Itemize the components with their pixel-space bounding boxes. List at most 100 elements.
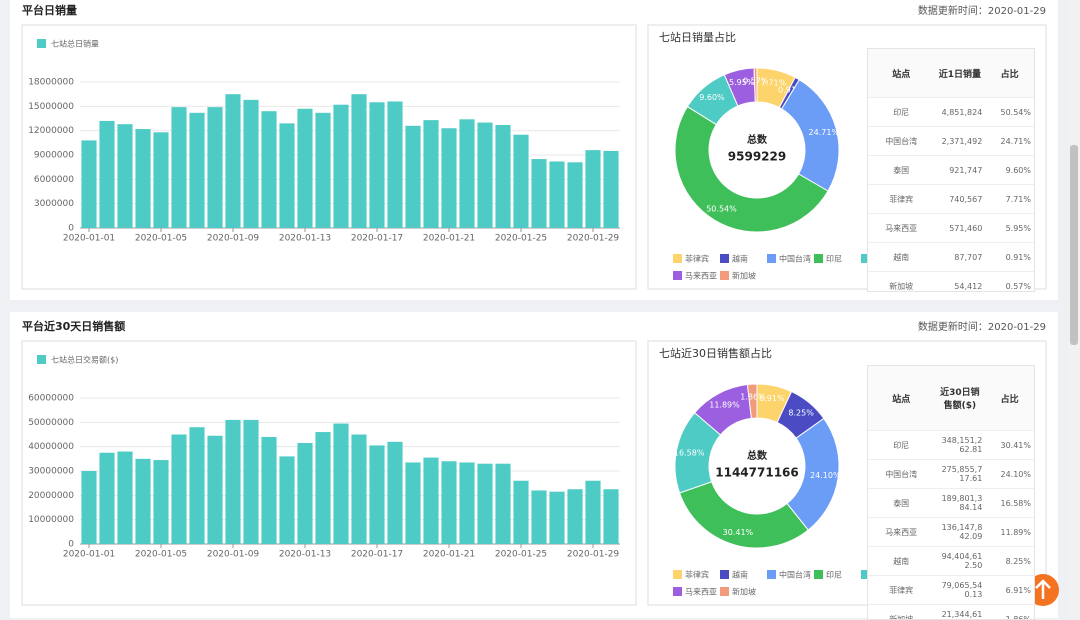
bar <box>513 135 528 228</box>
bar <box>585 150 600 228</box>
bar <box>297 109 312 228</box>
legend-label: 马来西亚 <box>685 272 717 281</box>
x-tick-label: 2020-01-25 <box>495 550 547 560</box>
table-cell: 94,404,612.50 <box>934 547 985 576</box>
bar <box>603 489 618 544</box>
bar <box>261 437 276 544</box>
slice-label: 50.54% <box>706 205 737 214</box>
table-cell: 54,412 <box>934 272 985 293</box>
column-header[interactable]: 近1日销量 <box>934 49 985 98</box>
table-cell: 马来西亚 <box>868 518 934 547</box>
bar <box>153 460 168 544</box>
y-tick-label: 12000000 <box>28 126 74 136</box>
x-tick-label: 2020-01-21 <box>423 550 475 560</box>
bar <box>567 489 582 544</box>
table-cell: 50.54% <box>985 98 1034 127</box>
bar <box>207 107 222 228</box>
center-label: 总数 <box>747 133 768 146</box>
column-header[interactable]: 占比 <box>985 366 1034 431</box>
table-cell: 24.71% <box>985 127 1034 156</box>
update-time: 数据更新时间：2020-01-29 <box>918 320 1046 333</box>
column-header[interactable]: 站点 <box>868 366 934 431</box>
column-header[interactable]: 站点 <box>868 49 934 98</box>
x-tick-label: 2020-01-25 <box>495 234 547 244</box>
bar <box>351 94 366 228</box>
legend-label: 马来西亚 <box>685 588 717 597</box>
legend-swatch <box>673 254 682 263</box>
bar <box>225 420 240 544</box>
bar <box>459 119 474 228</box>
bar <box>333 105 348 228</box>
legend-label: 新加坡 <box>732 271 756 281</box>
table-cell: 7.71% <box>985 185 1034 214</box>
y-tick-label: 18000000 <box>28 78 74 88</box>
y-tick-label: 30000000 <box>28 467 74 477</box>
scroll-thumb[interactable] <box>1070 145 1078 345</box>
table-cell: 11.89% <box>985 518 1034 547</box>
pie-title: 七站近30日销售额占比 <box>659 346 772 360</box>
bar <box>423 120 438 228</box>
legend-label: 印尼 <box>826 255 842 264</box>
legend-label: 菲律宾 <box>685 254 709 264</box>
table-cell: 921,747 <box>934 156 985 185</box>
y-tick-label: 15000000 <box>28 102 74 112</box>
x-tick-label: 2020-01-29 <box>567 550 620 560</box>
table-cell: 5.95% <box>985 214 1034 243</box>
table-cell: 马来西亚 <box>868 214 934 243</box>
bar <box>477 123 492 228</box>
legend-label: 越南 <box>732 570 748 580</box>
table-cell: 571,460 <box>934 214 985 243</box>
section-title: 平台日销量 <box>22 3 77 17</box>
legend-swatch <box>673 587 682 596</box>
table-cell: 2,371,492 <box>934 127 985 156</box>
legend-swatch <box>720 587 729 596</box>
table-cell: 越南 <box>868 243 934 272</box>
legend-label: 七站总日交易额($) <box>51 355 118 365</box>
table-cell: 79,065,540.13 <box>934 576 985 605</box>
bar <box>81 471 96 544</box>
bar <box>459 462 474 544</box>
y-tick-label: 9000000 <box>34 151 74 161</box>
slice-label: 24.71% <box>809 128 840 137</box>
x-tick-label: 2020-01-01 <box>63 550 115 560</box>
x-tick-label: 2020-01-13 <box>279 234 331 244</box>
legend-swatch <box>673 570 682 579</box>
table-cell: 菲律宾 <box>868 185 934 214</box>
bar <box>297 443 312 544</box>
bar <box>171 435 186 545</box>
legend-swatch <box>767 254 776 263</box>
x-tick-label: 2020-01-05 <box>135 550 187 560</box>
bar <box>315 432 330 544</box>
bar <box>243 420 258 544</box>
bar <box>405 126 420 228</box>
x-tick-label: 2020-01-13 <box>279 550 331 560</box>
legend-swatch <box>673 271 682 280</box>
table-cell: 8.25% <box>985 547 1034 576</box>
slice-label: 9.60% <box>699 93 725 102</box>
column-header[interactable]: 占比 <box>985 49 1034 98</box>
bar <box>495 464 510 544</box>
column-header[interactable]: 近30日销售额($) <box>934 366 985 431</box>
table-cell: 348,151,262.81 <box>934 431 985 460</box>
legend-swatch <box>37 355 46 364</box>
table-cell: 印尼 <box>868 98 934 127</box>
bar <box>135 459 150 544</box>
bar <box>441 128 456 228</box>
slice-label: 8.25% <box>788 408 814 417</box>
table-cell: 9.60% <box>985 156 1034 185</box>
legend-label: 中国台湾 <box>779 570 811 580</box>
table-cell: 印尼 <box>868 431 934 460</box>
bar <box>531 490 546 544</box>
bar <box>531 159 546 228</box>
slice-label: 24.10% <box>810 471 841 480</box>
center-value: 9599229 <box>728 150 786 164</box>
y-tick-label: 0 <box>68 540 74 550</box>
legend-swatch <box>720 271 729 280</box>
table-cell: 菲律宾 <box>868 576 934 605</box>
table-cell: 30.41% <box>985 431 1034 460</box>
legend-swatch <box>814 254 823 263</box>
bar <box>369 445 384 544</box>
